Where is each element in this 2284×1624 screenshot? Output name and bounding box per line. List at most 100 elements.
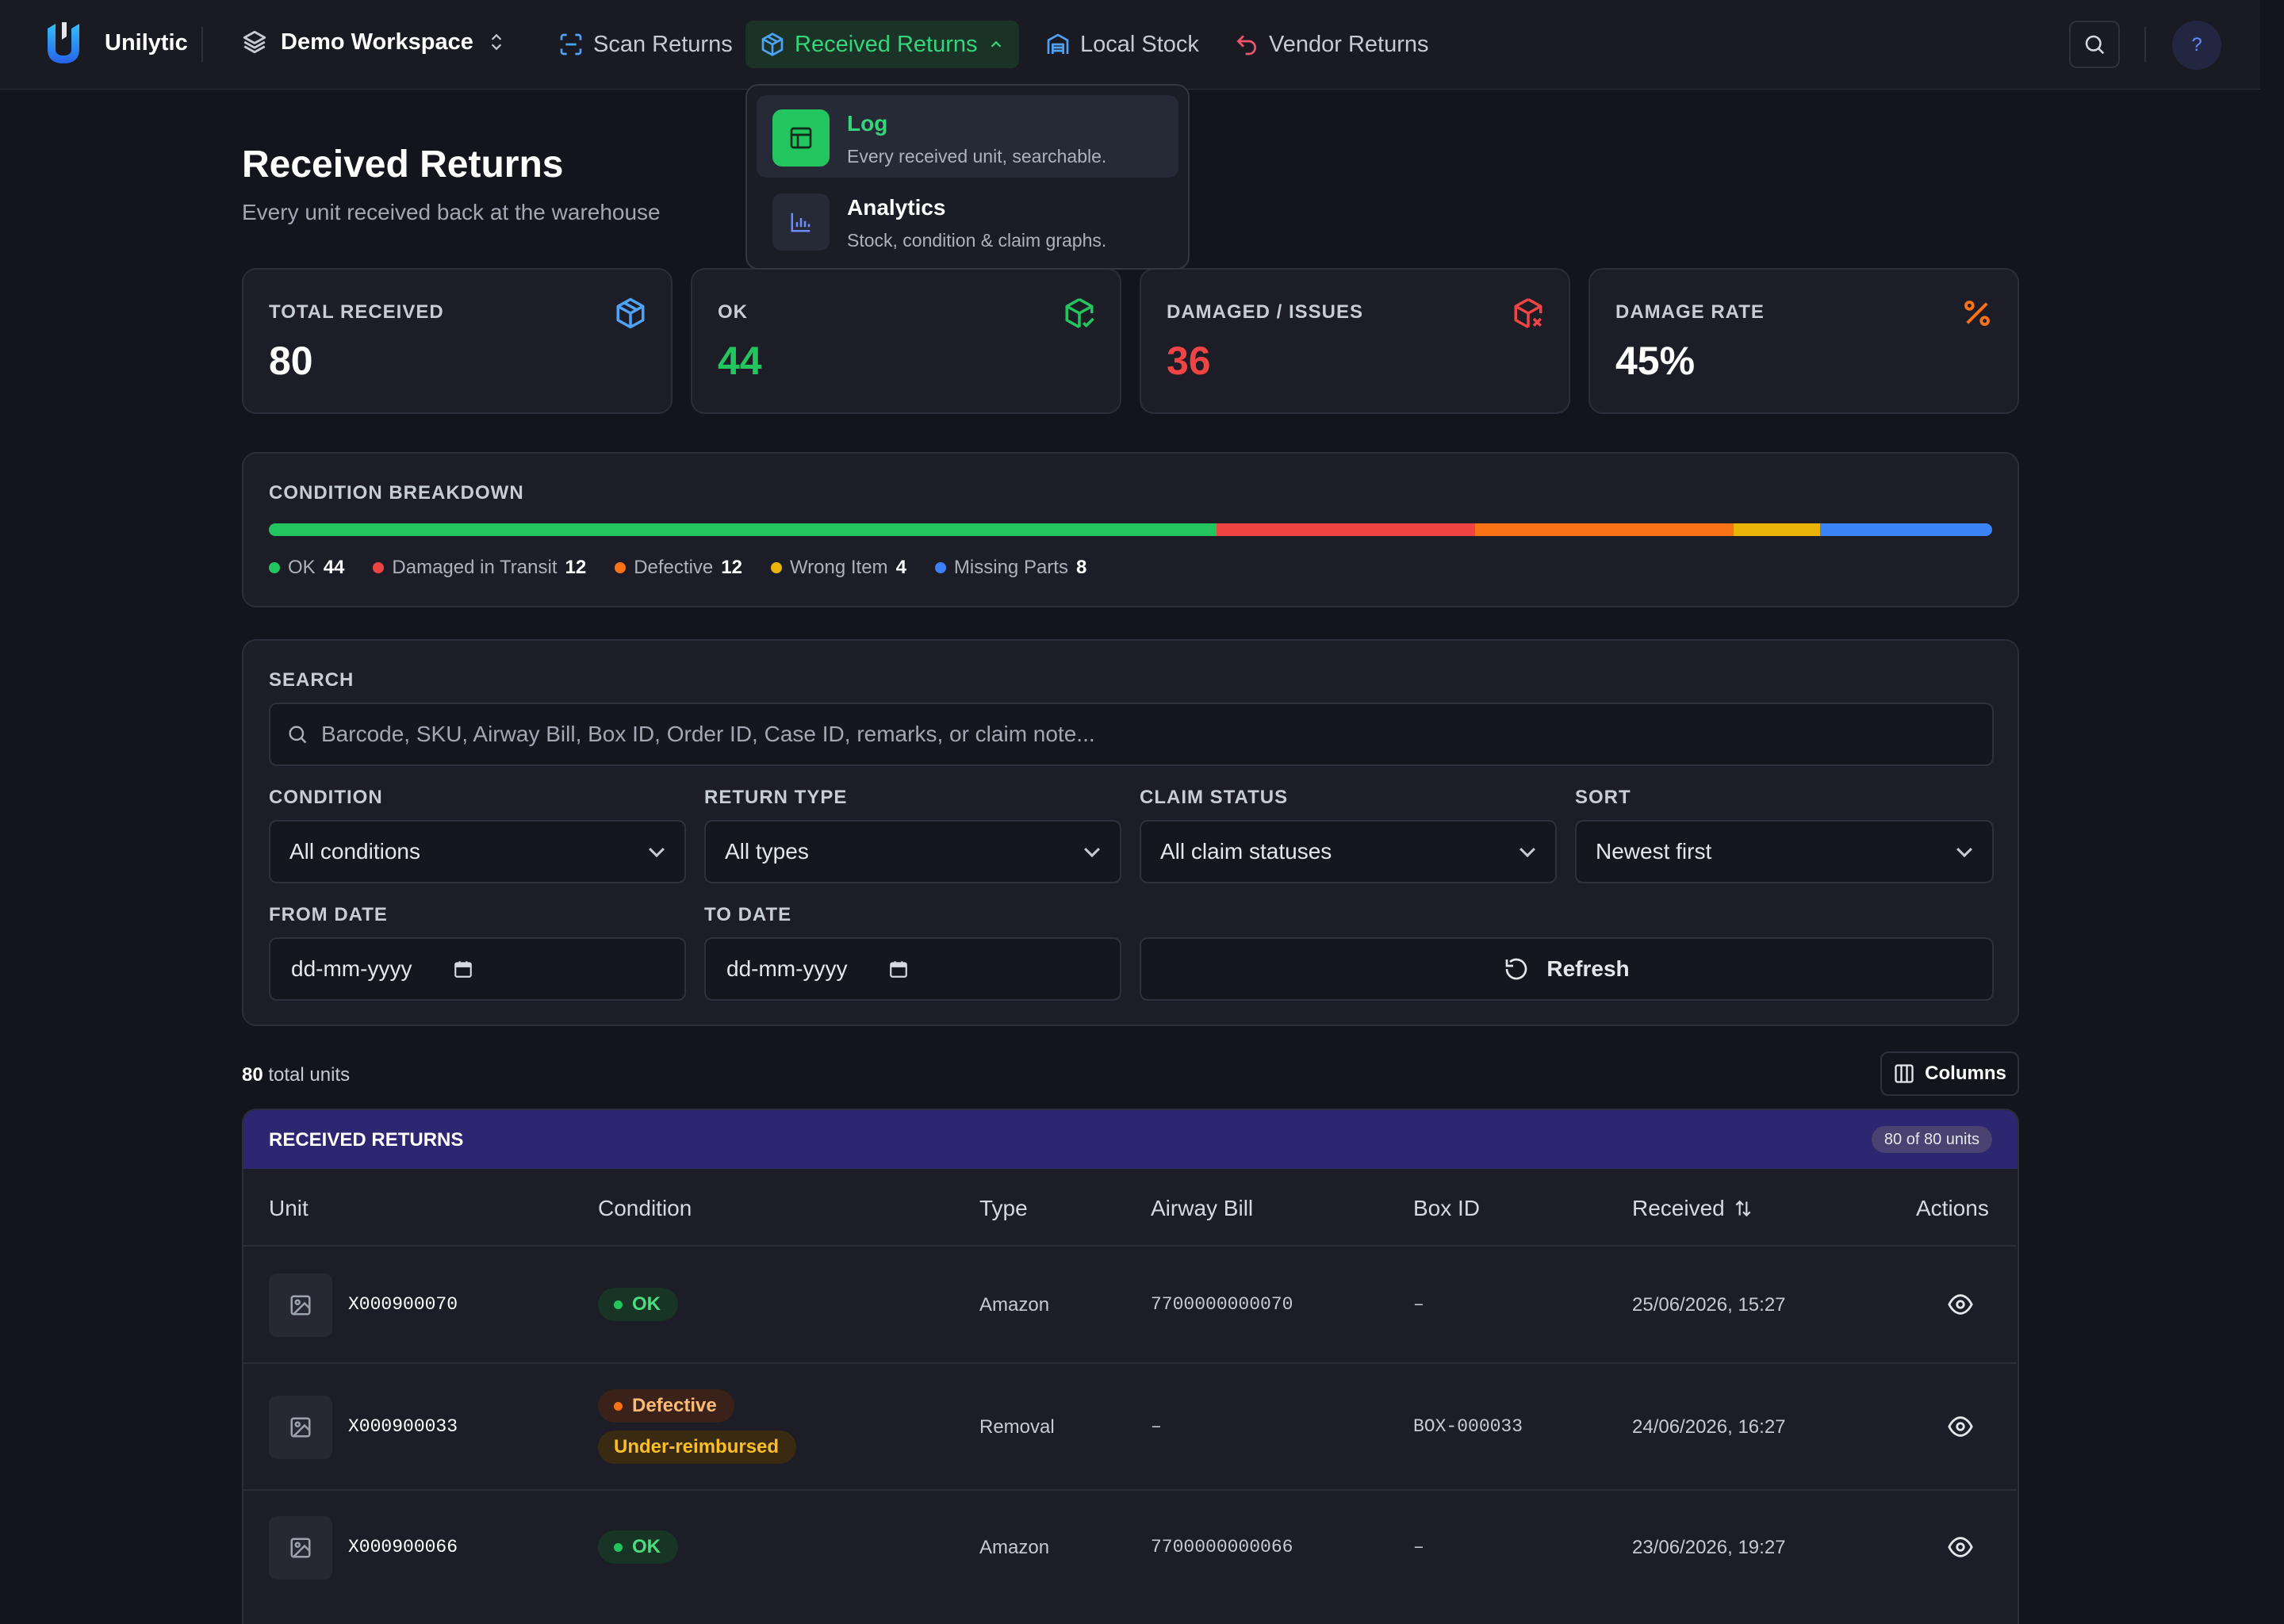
legend-item: Defective 12	[615, 557, 742, 579]
stat-label: DAMAGED / ISSUES	[1167, 301, 1364, 323]
from-date-input[interactable]: dd-mm-yyyy	[269, 937, 686, 1001]
percent-icon	[1964, 301, 1990, 326]
dropdown-icon-box	[772, 193, 830, 251]
table-row[interactable]: X000900033 Defective Under-reimbursed Re…	[243, 1362, 2017, 1489]
package-icon	[616, 297, 645, 329]
refresh-button[interactable]: Refresh	[1140, 937, 1994, 1001]
received-returns-dropdown: Log Every received unit, searchable. Ana…	[745, 84, 1190, 270]
dropdown-item-log[interactable]: Log Every received unit, searchable.	[757, 95, 1178, 178]
undo-icon	[1236, 35, 1256, 56]
eye-icon[interactable]	[1947, 1413, 1974, 1440]
app-name: Unilytic	[105, 30, 188, 56]
sort-select[interactable]: Newest first	[1575, 820, 1994, 883]
search-field[interactable]: Barcode, SKU, Airway Bill, Box ID, Order…	[269, 703, 1994, 766]
column-header-condition[interactable]: Condition	[598, 1196, 692, 1220]
dropdown-item-desc: Stock, condition & claim graphs.	[847, 230, 1107, 251]
filters-card: SEARCH Barcode, SKU, Airway Bill, Box ID…	[242, 639, 2019, 1026]
nav-scan-returns-label: Scan Returns	[593, 31, 733, 57]
columns-label: Columns	[1925, 1063, 2006, 1084]
columns-button[interactable]: Columns	[1880, 1051, 2019, 1096]
condition-badge-label: OK	[632, 1293, 661, 1315]
box-id: –	[1413, 1537, 1424, 1557]
total-units-count: 80	[242, 1064, 263, 1086]
refresh-icon	[1506, 958, 1527, 980]
stat-value: 36	[1167, 339, 1211, 383]
calendar-icon[interactable]	[888, 959, 909, 979]
nav-vendor-returns[interactable]: Vendor Returns	[1220, 21, 1443, 68]
breakdown-label: CONDITION BREAKDOWN	[269, 482, 524, 504]
from-date-label: FROM DATE	[269, 904, 388, 925]
nav-scan-returns[interactable]: Scan Returns	[544, 21, 747, 68]
page-scrollbar[interactable]	[2260, 0, 2284, 1624]
column-header-unit[interactable]: Unit	[269, 1196, 308, 1220]
breakdown-segment	[1819, 523, 1992, 536]
to-date-label: TO DATE	[704, 904, 792, 925]
received-date: 24/06/2026, 16:27	[1632, 1416, 1786, 1438]
column-header-airway-bill[interactable]: Airway Bill	[1151, 1196, 1254, 1220]
legend-dot	[770, 562, 782, 573]
stat-card-total: TOTAL RECEIVED 80	[242, 268, 673, 414]
chevron-down-icon	[1519, 841, 1535, 858]
return-type: Amazon	[979, 1294, 1050, 1316]
return-type-label: RETURN TYPE	[704, 787, 848, 808]
sort-select-value: Newest first	[1596, 839, 1712, 864]
eye-icon[interactable]	[1947, 1534, 1974, 1561]
nav-received-returns-label: Received Returns	[795, 31, 978, 57]
legend-dot	[373, 562, 385, 573]
to-date-input[interactable]: dd-mm-yyyy	[704, 937, 1121, 1001]
legend-item: Missing Parts 8	[934, 557, 1086, 579]
claim-status-select-value: All claim statuses	[1160, 839, 1332, 864]
received-date: 23/06/2026, 19:27	[1632, 1537, 1786, 1558]
nav-local-stock[interactable]: Local Stock	[1031, 21, 1213, 68]
airway-bill: 7700000000070	[1151, 1294, 1293, 1315]
return-type-select-value: All types	[725, 839, 809, 864]
dropdown-item-analytics[interactable]: Analytics Stock, condition & claim graph…	[757, 179, 1178, 262]
nav-vendor-returns-label: Vendor Returns	[1269, 31, 1429, 57]
bar-chart-icon	[791, 213, 811, 232]
stat-card-ok: OK 44	[691, 268, 1121, 414]
legend-count: 44	[323, 557, 345, 578]
search-button[interactable]	[2069, 21, 2120, 68]
column-header-box-id[interactable]: Box ID	[1413, 1196, 1481, 1220]
condition-select[interactable]: All conditions	[269, 820, 686, 883]
condition-select-value: All conditions	[289, 839, 420, 864]
workspace-name: Demo Workspace	[281, 29, 473, 55]
nav-received-returns[interactable]: Received Returns	[745, 21, 1019, 68]
sort-label: SORT	[1575, 787, 1631, 808]
column-header-received[interactable]: Received	[1632, 1196, 1753, 1221]
search-input[interactable]: Barcode, SKU, Airway Bill, Box ID, Order…	[321, 722, 1095, 746]
claim-status-badge-label: Under-reimbursed	[614, 1436, 780, 1457]
table-row[interactable]: X000900070 OK Amazon 7700000000070 – 25/…	[243, 1245, 2017, 1362]
column-header-type[interactable]: Type	[979, 1196, 1028, 1220]
top-navigation-bar: Unilytic Demo Workspace Scan Returns Rec…	[0, 0, 2260, 90]
search-label: SEARCH	[269, 669, 354, 691]
chevron-up-down-icon	[491, 33, 502, 51]
condition-badge-label: OK	[632, 1536, 661, 1557]
nav-local-stock-label: Local Stock	[1080, 31, 1199, 57]
page-title: Received Returns	[242, 144, 564, 186]
return-type-select[interactable]: All types	[704, 820, 1121, 883]
airway-bill: –	[1151, 1416, 1162, 1437]
claim-status-select[interactable]: All claim statuses	[1140, 820, 1557, 883]
unit-thumbnail	[269, 1516, 332, 1580]
search-icon	[289, 726, 307, 744]
help-button[interactable]: ?	[2172, 21, 2221, 70]
condition-progress-bar	[269, 523, 1992, 536]
claim-status-badge: Under-reimbursed	[598, 1431, 797, 1464]
dropdown-item-desc: Every received unit, searchable.	[847, 146, 1107, 167]
table-row[interactable]: X000900066 OK Amazon 7700000000066 – 23/…	[243, 1489, 2017, 1607]
stat-value: 80	[269, 339, 313, 383]
unit-barcode: X000900066	[348, 1537, 458, 1557]
table-title: RECEIVED RETURNS	[269, 1129, 464, 1151]
breakdown-segment	[1217, 523, 1476, 536]
image-icon	[290, 1417, 311, 1438]
dropdown-icon-box	[772, 109, 830, 167]
legend-label: Missing Parts	[953, 557, 1068, 578]
package-icon	[761, 33, 784, 56]
calendar-icon[interactable]	[453, 959, 473, 979]
eye-icon[interactable]	[1947, 1291, 1974, 1318]
column-header-actions: Actions	[1916, 1196, 1989, 1220]
unilytic-logo[interactable]	[43, 21, 84, 67]
column-header-received-label: Received	[1632, 1196, 1725, 1220]
workspace-switcher[interactable]: Demo Workspace	[241, 29, 507, 56]
